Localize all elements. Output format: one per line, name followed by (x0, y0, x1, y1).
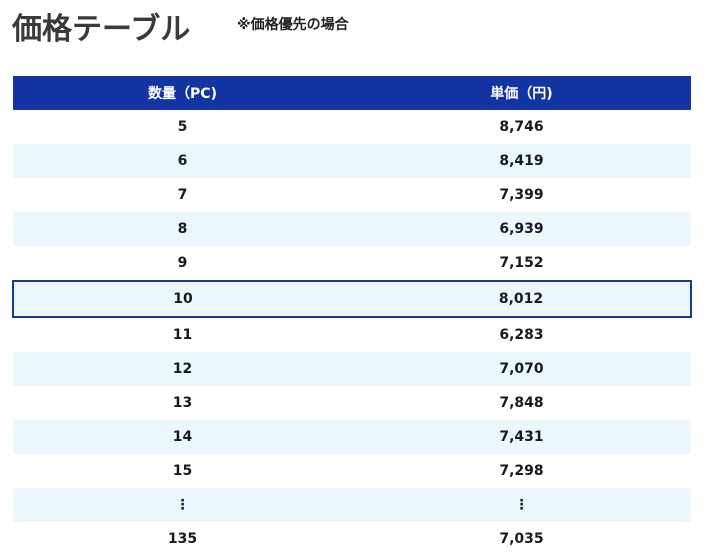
table-row-ellipsis: ⋮ ⋮ (13, 488, 691, 522)
unit-price-cell: 6,939 (352, 212, 691, 246)
table-row: 135 7,035 (13, 522, 691, 556)
table-row: 6 8,419 (13, 144, 691, 178)
vertical-ellipsis-icon: ⋮ (352, 488, 691, 522)
page-title: 価格テーブル (12, 12, 191, 47)
unit-price-cell: 7,152 (352, 246, 691, 281)
quantity-cell: 15 (13, 454, 352, 488)
unit-price-cell: 7,298 (352, 454, 691, 488)
unit-price-cell: 8,012 (352, 280, 692, 318)
table-row: 7 7,399 (13, 178, 691, 212)
quantity-cell: 6 (13, 144, 352, 178)
quantity-cell: 9 (13, 246, 352, 281)
unit-price-cell: 7,035 (352, 522, 691, 556)
price-table: 数量（PC) 単価（円) 5 8,746 6 8,419 7 7,399 8 6… (12, 76, 692, 556)
table-row: 12 7,070 (13, 352, 691, 386)
quantity-cell: 5 (13, 110, 352, 144)
quantity-cell: 8 (13, 212, 352, 246)
unit-price-cell: 7,399 (352, 178, 691, 212)
table-header-row: 数量（PC) 単価（円) (13, 76, 691, 110)
table-row: 5 8,746 (13, 110, 691, 144)
table-row: 8 6,939 (13, 212, 691, 246)
table-row: 14 7,431 (13, 420, 691, 454)
table-row: 15 7,298 (13, 454, 691, 488)
unit-price-cell: 7,848 (352, 386, 691, 420)
table-row: 13 7,848 (13, 386, 691, 420)
unit-price-cell: 7,431 (352, 420, 691, 454)
unit-price-cell: 6,283 (352, 317, 691, 352)
header-quantity: 数量（PC) (13, 76, 352, 110)
table-row: 11 6,283 (13, 317, 691, 352)
unit-price-cell: 8,419 (352, 144, 691, 178)
header-unit-price: 単価（円) (352, 76, 691, 110)
price-priority-note: ※価格優先の場合 (237, 17, 349, 33)
table-row-highlighted: 10 8,012 (12, 280, 692, 318)
quantity-cell: 11 (13, 317, 352, 352)
table-row: 9 7,152 (13, 246, 691, 281)
vertical-ellipsis-icon: ⋮ (13, 488, 352, 522)
unit-price-cell: 8,746 (352, 110, 691, 144)
unit-price-cell: 7,070 (352, 352, 691, 386)
quantity-cell: 12 (13, 352, 352, 386)
quantity-cell: 14 (13, 420, 352, 454)
page-header: 価格テーブル ※価格優先の場合 (12, 10, 702, 50)
quantity-cell: 135 (13, 522, 352, 556)
quantity-cell: 13 (13, 386, 352, 420)
quantity-cell: 10 (12, 280, 352, 318)
quantity-cell: 7 (13, 178, 352, 212)
